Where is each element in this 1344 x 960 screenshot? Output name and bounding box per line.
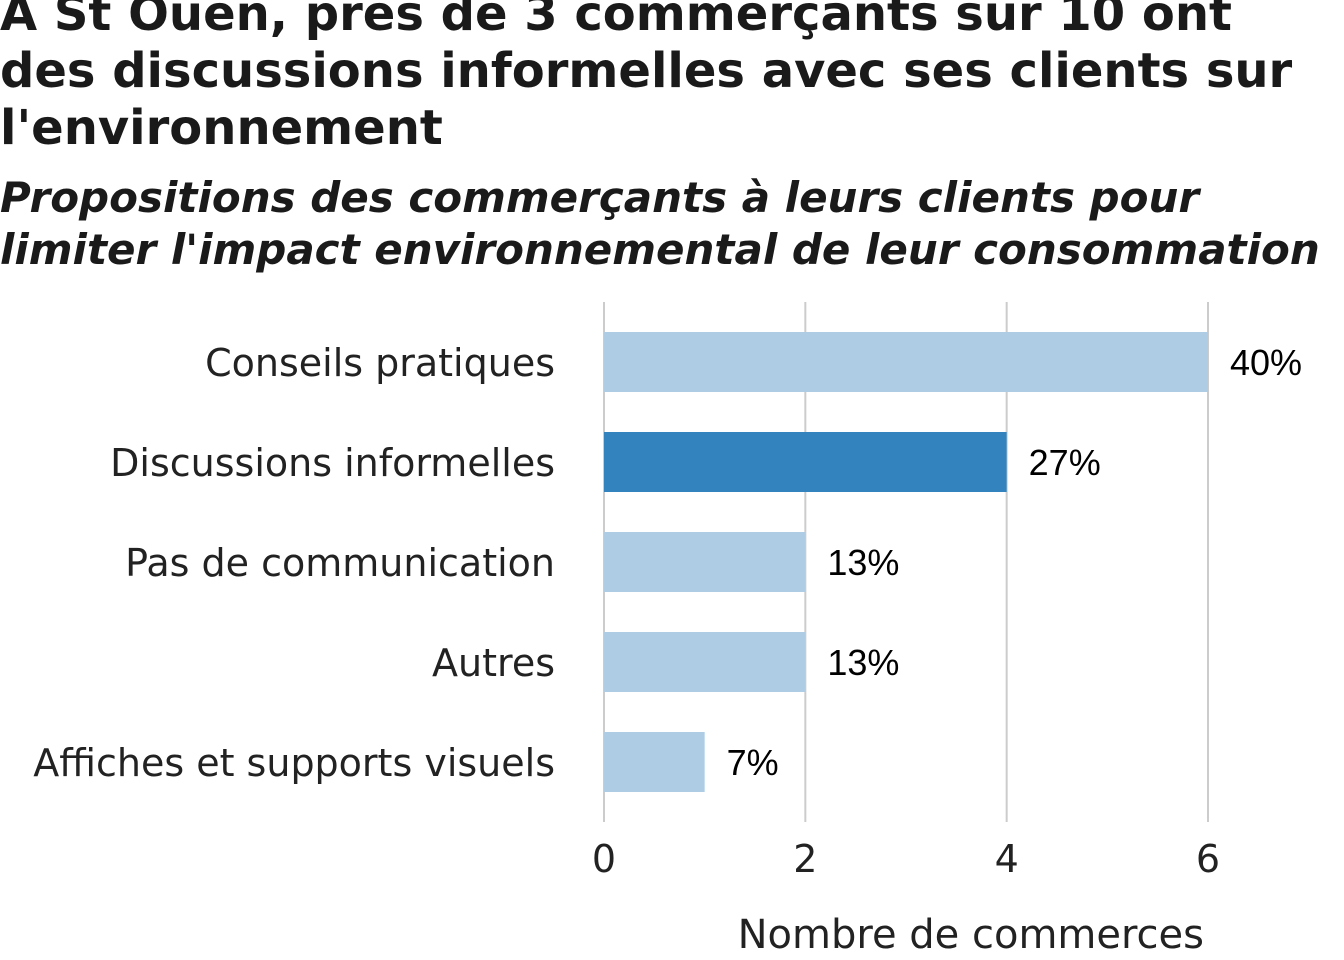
chart-subtitle: Propositions des commerçants à leurs cli…: [0, 173, 1320, 274]
value-label-2: 13%: [827, 542, 899, 583]
category-label-3: Autres: [432, 641, 555, 685]
value-label-4: 7%: [727, 742, 779, 783]
labels: 0 2 4 6 Conseils pratiques 40% Discussions inf…: [33, 341, 1302, 881]
category-label-4: Affiches et supports visuels: [33, 741, 555, 785]
x-tick-label-3: 6: [1196, 837, 1220, 881]
value-label-0: 40%: [1230, 342, 1302, 383]
value-label-3: 13%: [827, 642, 899, 683]
x-tick-label-2: 4: [995, 837, 1019, 881]
x-axis-label: Nombre de commerces: [738, 912, 1204, 958]
x-tick-label-0: 0: [592, 837, 616, 881]
category-label-1: Discussions informelles: [110, 441, 555, 485]
bar-2: [604, 532, 806, 592]
chart-title: A St Ouen, près de 3 commerçants sur 10 …: [0, 0, 1293, 156]
bar-4: [604, 732, 705, 792]
x-tick-label-1: 2: [793, 837, 817, 881]
bar-0: [604, 332, 1208, 392]
category-label-2: Pas de communication: [125, 541, 555, 585]
bar-3: [604, 632, 806, 692]
bars: [604, 332, 1208, 792]
category-label-0: Conseils pratiques: [205, 341, 555, 385]
value-label-1: 27%: [1029, 442, 1101, 483]
bar-1: [604, 432, 1007, 492]
